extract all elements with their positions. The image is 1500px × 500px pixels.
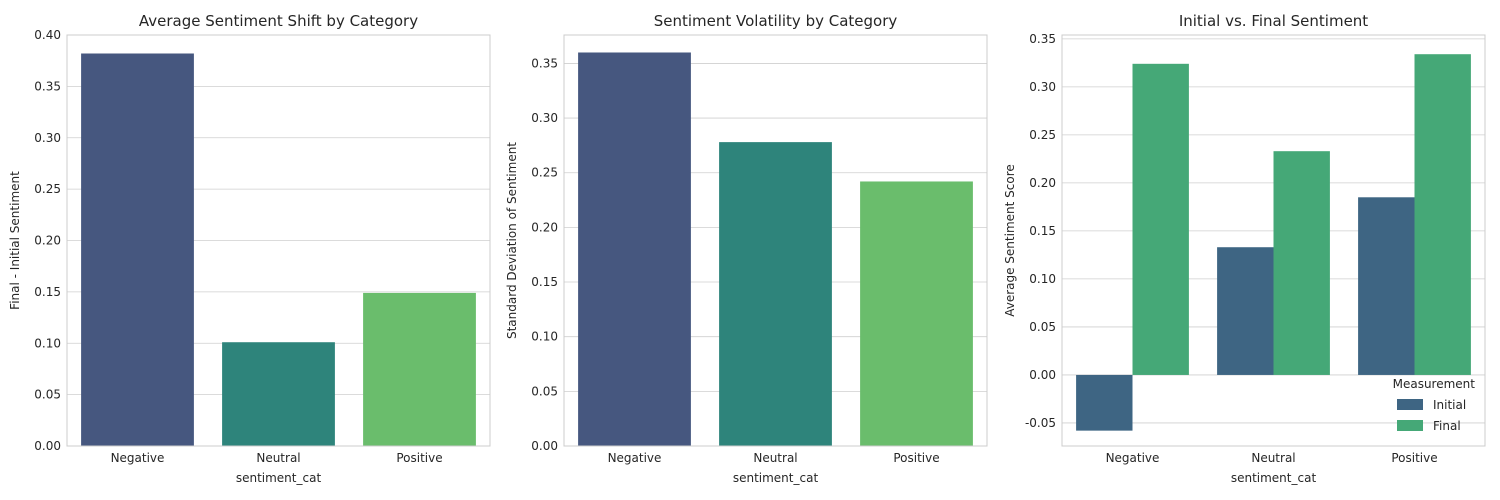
legend-swatch-final <box>1397 420 1423 431</box>
bar-initial-negative <box>1076 374 1133 431</box>
plot-frame <box>1061 34 1486 447</box>
y-tick-label: 0.30 <box>34 131 61 145</box>
bar-final-negative <box>1132 63 1189 375</box>
x-tick-label: Neutral <box>1251 451 1295 465</box>
y-tick-label: 0.25 <box>1029 128 1056 142</box>
legend-label-final: Final <box>1433 419 1461 433</box>
x-tick-label: Negative <box>1106 451 1160 465</box>
chart-panel-1: 0.00 0.05 0.10 0.15 0.20 0.25 0.30 0.35 0.40 Nega… <box>8 12 491 485</box>
chart-panel-2: 0.00 0.05 0.10 0.15 0.20 0.25 0.30 0.35 Negative… <box>505 12 988 485</box>
y-tick-label: 0.05 <box>531 384 558 398</box>
x-tick-label: Negative <box>111 451 165 465</box>
y-tick-label: 0.35 <box>531 56 558 70</box>
x-axis-label: sentiment_cat <box>1231 471 1317 485</box>
y-tick-label: 0.15 <box>34 285 61 299</box>
legend-label-initial: Initial <box>1433 398 1466 412</box>
y-tick-label: 0.25 <box>34 182 61 196</box>
y-tick-label: 0.00 <box>531 439 558 453</box>
x-axis-label: sentiment_cat <box>236 471 322 485</box>
bar-final-neutral <box>1273 151 1330 375</box>
legend-title: Measurement <box>1393 377 1476 391</box>
x-axis-label: sentiment_cat <box>733 471 819 485</box>
y-tick-label: 0.30 <box>1029 80 1056 94</box>
y-tick-label: -0.05 <box>1025 416 1056 430</box>
y-axis-label: Final - Initial Sentiment <box>8 171 22 310</box>
chart-title: Sentiment Volatility by Category <box>654 12 898 30</box>
x-tick-label: Positive <box>1391 451 1437 465</box>
y-axis-label: Average Sentiment Score <box>1003 164 1017 317</box>
x-tick-label: Neutral <box>753 451 797 465</box>
x-tick-label: Positive <box>396 451 442 465</box>
chart-title: Average Sentiment Shift by Category <box>139 12 418 30</box>
y-tick-label: 0.00 <box>34 439 61 453</box>
bar-positive <box>860 181 973 447</box>
y-tick-label: 0.20 <box>34 234 61 248</box>
bar-neutral <box>719 142 832 446</box>
bar-negative <box>578 52 691 447</box>
plot-frame <box>66 34 491 447</box>
bar-neutral <box>222 342 335 446</box>
x-tick-label: Neutral <box>256 451 300 465</box>
x-tick-label: Positive <box>893 451 939 465</box>
chart-title: Initial vs. Final Sentiment <box>1179 12 1368 30</box>
chart-panel-3: -0.05 0.00 0.05 0.10 0.15 0.20 0.25 0.30 0.35 Neg… <box>1003 12 1486 485</box>
y-tick-label: 0.10 <box>34 336 61 350</box>
y-tick-label: 0.20 <box>531 220 558 234</box>
x-tick-label: Negative <box>608 451 662 465</box>
y-tick-label: 0.05 <box>34 388 61 402</box>
legend-swatch-initial <box>1397 399 1423 410</box>
y-tick-label: 0.35 <box>1029 32 1056 46</box>
y-tick-label: 0.40 <box>34 28 61 42</box>
y-tick-label: 0.30 <box>531 111 558 125</box>
y-tick-label: 0.20 <box>1029 176 1056 190</box>
y-tick-label: 0.10 <box>1029 272 1056 286</box>
y-tick-label: 0.15 <box>531 275 558 289</box>
legend: Measurement Initial Final <box>1393 377 1476 433</box>
bar-final-positive <box>1414 54 1471 375</box>
bar-positive <box>363 292 476 446</box>
bar-negative <box>81 53 194 447</box>
plot-frame <box>563 34 988 447</box>
y-tick-label: 0.00 <box>1029 368 1056 382</box>
y-axis-label: Standard Deviation of Sentiment <box>505 142 519 339</box>
y-tick-label: 0.10 <box>531 330 558 344</box>
bar-initial-positive <box>1358 197 1415 375</box>
bar-initial-neutral <box>1217 247 1274 375</box>
y-tick-label: 0.15 <box>1029 224 1056 238</box>
y-tick-label: 0.25 <box>531 166 558 180</box>
y-tick-label: 0.05 <box>1029 320 1056 334</box>
y-tick-label: 0.35 <box>34 79 61 93</box>
